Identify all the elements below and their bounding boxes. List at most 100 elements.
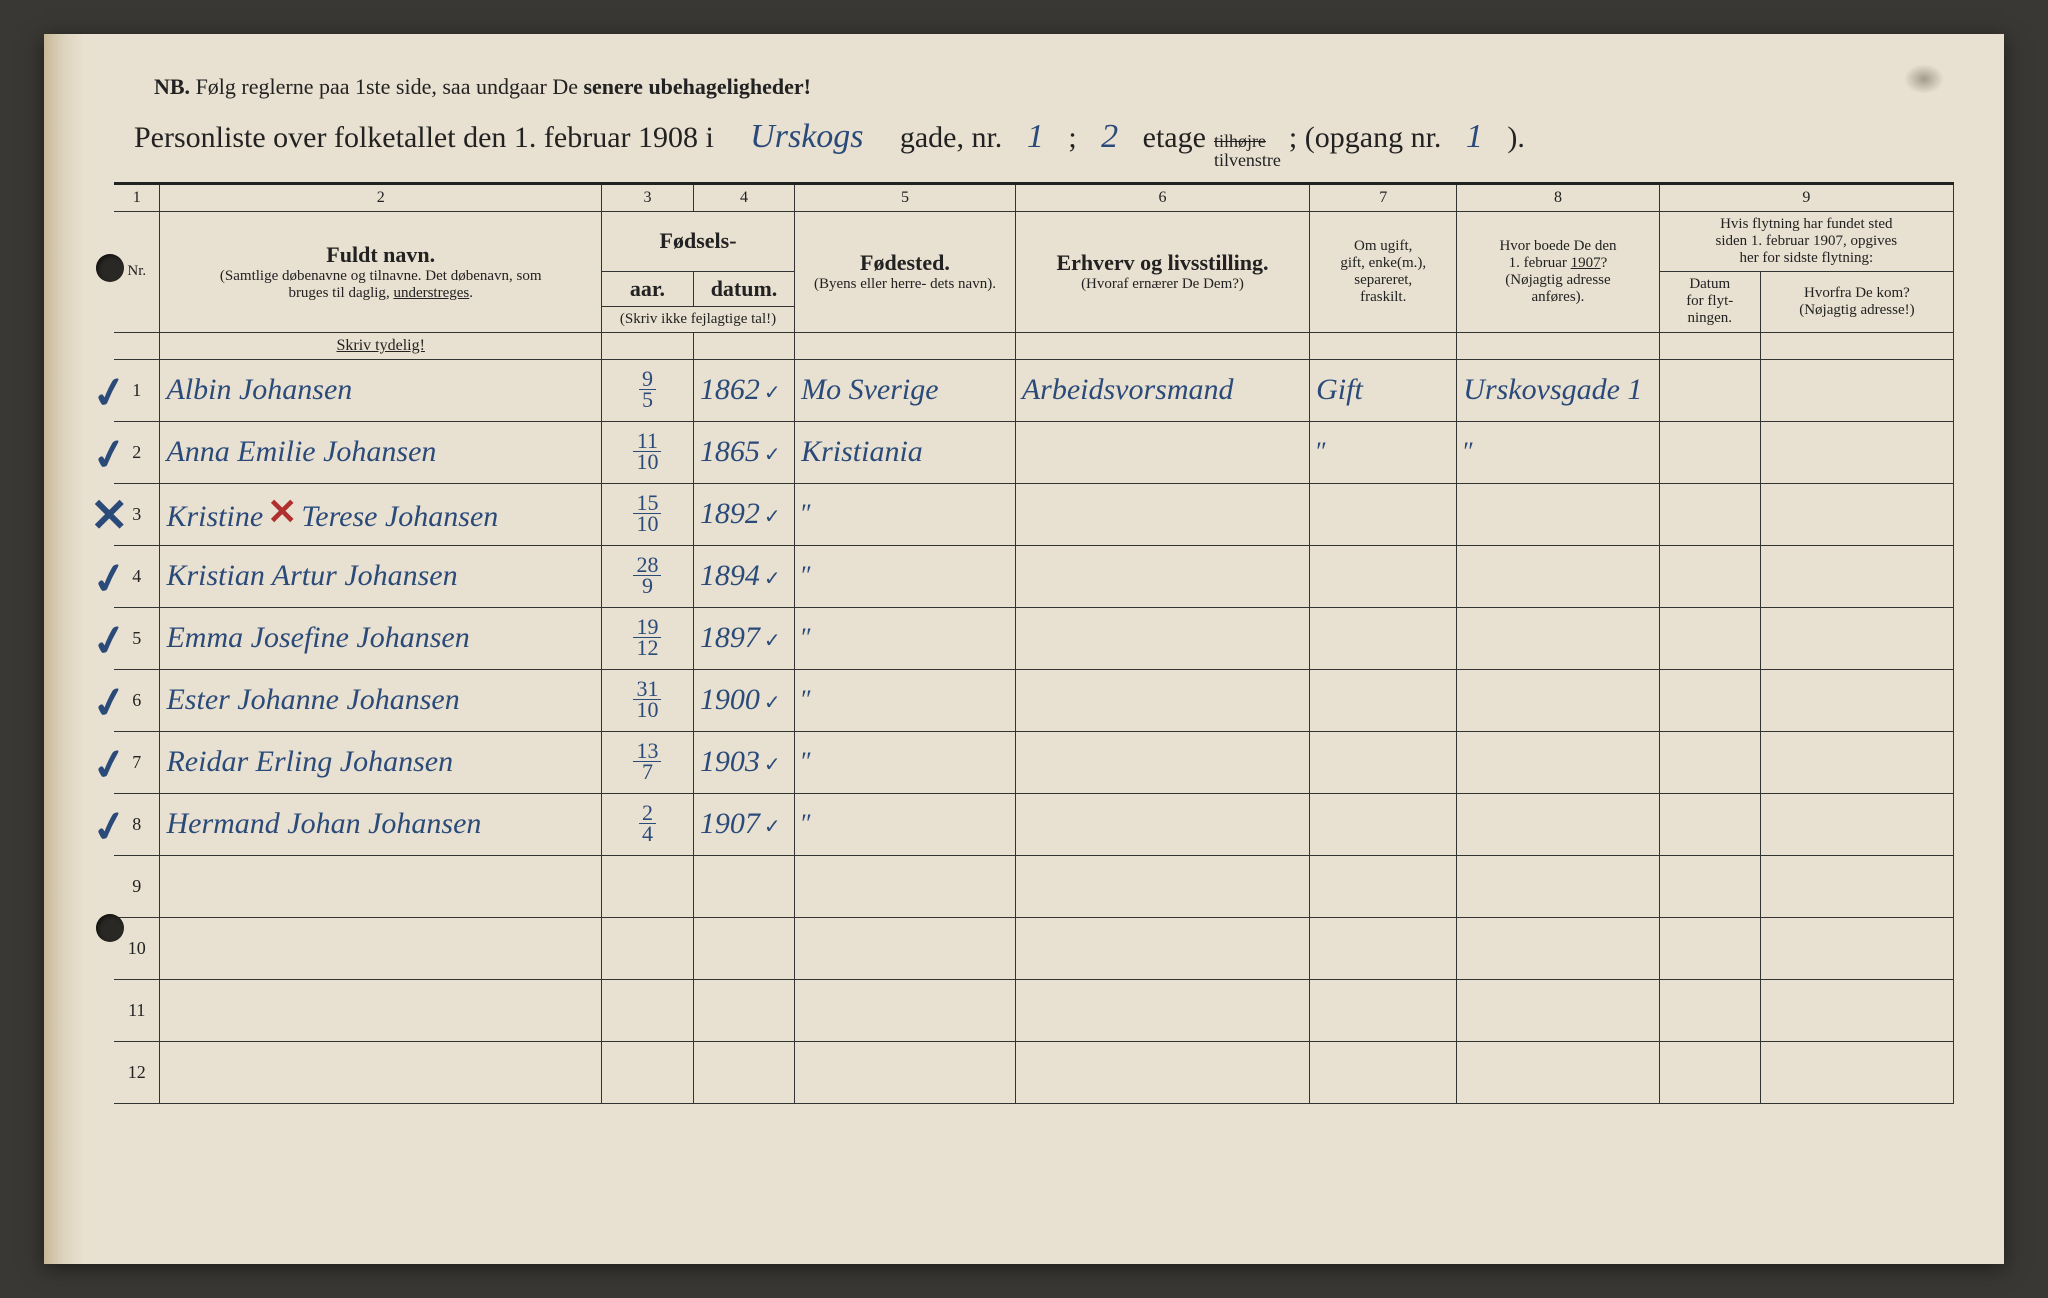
red-x-icon: ✕ [267,491,297,532]
hdr-aar: aar. [601,271,693,306]
punch-hole [96,254,124,282]
table-row: ✓8Hermand Johan Johansen241907✓″ [114,793,1954,855]
cell-date [601,855,693,917]
ditto-mark: ″ [801,685,812,714]
row-number: ✕3 [114,483,160,545]
cell-name: Anna Emilie Johansen [160,421,601,483]
smudge [1904,64,1944,94]
col-num: 9 [1659,185,1953,212]
cell-status: Gift [1310,359,1457,421]
col-num: 7 [1310,185,1457,212]
cell-place: ″ [795,545,1016,607]
cell-year: 1894✓ [693,545,794,607]
hdr-name: Fuldt navn. (Samtlige døbenavne og tilna… [160,211,601,332]
cell-flyt-dato [1659,793,1760,855]
row-number: ✓1 [114,359,160,421]
hdr-status: Om ugift, gift, enke(m.), separeret, fra… [1310,211,1457,332]
cell-date: 137 [601,731,693,793]
nb-line: NB. Følg reglerne paa 1ste side, saa und… [114,74,1954,100]
cell-status [1310,855,1457,917]
cell-status [1310,483,1457,545]
tilhoejre-tilvenstre: tilhøjre tilvenstre [1214,132,1281,170]
table-header: 1 2 3 4 5 6 7 8 9 Nr. Fuldt navn. (Samtl… [114,185,1954,360]
cell-status [1310,793,1457,855]
ditto-mark: ″ [801,809,812,838]
tilvenstre: tilvenstre [1214,150,1281,170]
ditto-mark: ″ [1463,437,1474,466]
cell-occupation [1015,483,1309,545]
row-number: ✓6 [114,669,160,731]
cell-date [601,917,693,979]
cell-year: 1862✓ [693,359,794,421]
row-number: ✓4 [114,545,160,607]
hdr-flyt-dato: Datum for flyt- ningen. [1659,271,1760,332]
hdr-name-main: Fuldt navn. [166,242,594,268]
census-table: 1 2 3 4 5 6 7 8 9 Nr. Fuldt navn. (Samtl… [114,185,1954,1104]
check-mark: ✓ [88,675,131,729]
cell-hvorfra [1760,979,1953,1041]
hdr-fodested-sub: (Byens eller herre- dets navn). [801,276,1009,293]
table-row: ✕3Kristine ✕ Terese Johansen15101892✓″ [114,483,1954,545]
table-row: ✓6Ester Johanne Johansen31101900✓″ [114,669,1954,731]
hdr-addr1907: Hvor boede De den 1. februar 1907? (Nøja… [1457,211,1659,332]
check-mark: ✓ [88,799,131,853]
check-mark: ✓ [88,551,131,605]
table-row: 11 [114,979,1954,1041]
row-number: ✓8 [114,793,160,855]
title-etage: etage [1143,121,1206,155]
cell-addr1907 [1457,979,1659,1041]
cell-year: 1865✓ [693,421,794,483]
hdr-flytning: Hvis flytning har fundet sted siden 1. f… [1659,211,1953,271]
street-handwritten: Urskogs [722,118,892,156]
cell-name: Kristine ✕ Terese Johansen [160,483,601,545]
cell-addr1907 [1457,607,1659,669]
cell-year [693,1041,794,1103]
cell-addr1907 [1457,483,1659,545]
ditto-mark: ″ [1316,437,1327,466]
cell-flyt-dato [1659,979,1760,1041]
x-mark: ✕ [90,488,129,542]
cell-flyt-dato [1659,731,1760,793]
nb-text-a: Følg reglerne paa 1ste side, saa undgaar… [196,74,584,99]
cell-hvorfra [1760,669,1953,731]
title-opgang: ; (opgang nr. [1289,121,1441,155]
cell-place [795,917,1016,979]
cell-hvorfra [1760,917,1953,979]
hdr-datum: datum. [693,271,794,306]
cell-place: Mo Sverige [795,359,1016,421]
cell-hvorfra [1760,483,1953,545]
cell-occupation [1015,793,1309,855]
cell-name [160,1041,601,1103]
cell-addr1907 [1457,1041,1659,1103]
ditto-mark: ″ [801,623,812,652]
ditto-mark: ″ [801,561,812,590]
title-close: ). [1507,121,1525,155]
check-mark: ✓ [88,365,131,419]
hdr-hvorfra: Hvorfra De kom? (Nøjagtig adresse!) [1760,271,1953,332]
cell-occupation: Arbeidsvorsmand [1015,359,1309,421]
cell-place: ″ [795,669,1016,731]
hdr-fodested-main: Fødested. [801,250,1009,276]
cell-status [1310,731,1457,793]
nr-handwritten: 1 [1010,118,1060,156]
cell-occupation [1015,421,1309,483]
cell-occupation [1015,979,1309,1041]
census-page: NB. Følg reglerne paa 1ste side, saa und… [44,34,2004,1264]
cell-occupation [1015,917,1309,979]
cell-status [1310,607,1457,669]
hdr-skriv-tal: (Skriv ikke fejlagtige tal!) [601,306,794,332]
cell-year [693,855,794,917]
cell-addr1907 [1457,731,1659,793]
cell-name: Ester Johanne Johansen [160,669,601,731]
ditto-mark: ″ [801,499,812,528]
cell-name [160,917,601,979]
cell-name: Kristian Artur Johansen [160,545,601,607]
check-mark: ✓ [88,737,131,791]
cell-hvorfra [1760,731,1953,793]
row-number: ✓2 [114,421,160,483]
cell-addr1907: Urskovsgade 1 [1457,359,1659,421]
col-num: 4 [693,185,794,212]
cell-hvorfra [1760,855,1953,917]
nb-label: NB. [154,74,190,99]
cell-flyt-dato [1659,483,1760,545]
